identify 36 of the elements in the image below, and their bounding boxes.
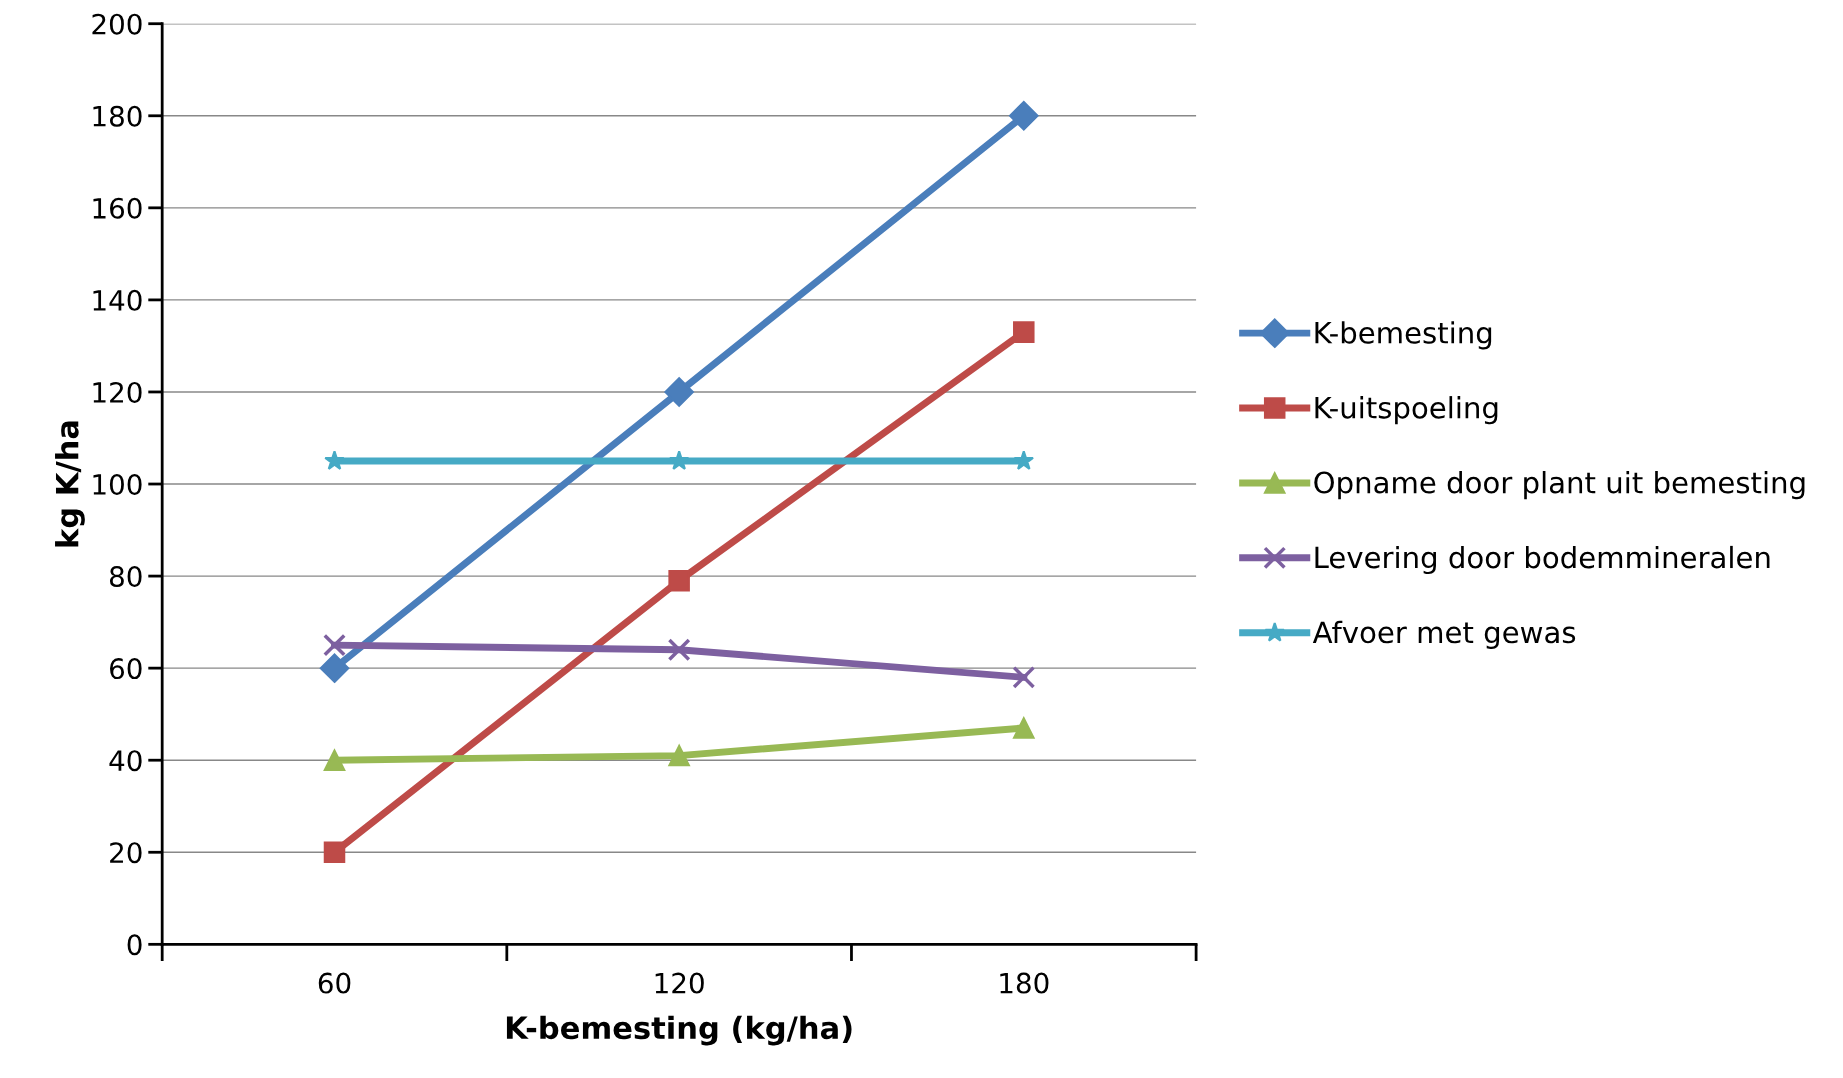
y-tick-label: 180 xyxy=(93,105,142,127)
y-tick-label: 60 xyxy=(110,658,142,680)
point xyxy=(668,450,690,470)
x-axis-title: K-bemesting (kg/ha) xyxy=(506,1015,852,1046)
point xyxy=(1013,717,1035,739)
y-tick-label: 100 xyxy=(93,473,142,495)
y-tick-label: 140 xyxy=(93,289,142,311)
point xyxy=(1009,100,1039,131)
x-tick-label: 60 xyxy=(318,972,351,994)
y-tick-label: 40 xyxy=(109,750,142,772)
point xyxy=(323,841,346,864)
point xyxy=(323,749,346,771)
point xyxy=(1013,450,1035,470)
point xyxy=(323,633,346,657)
point xyxy=(668,744,690,767)
y-tick-label: 20 xyxy=(110,842,142,864)
y-tick-label: 200 xyxy=(92,13,142,35)
point xyxy=(667,638,691,662)
legend-label: Opname door plant uit bemesting xyxy=(1314,470,1805,500)
point xyxy=(1013,321,1035,343)
legend-label: K-uitspoeling xyxy=(1315,396,1498,425)
y-tick-label: 80 xyxy=(109,566,142,588)
y-tick-label: 120 xyxy=(93,381,142,403)
point xyxy=(1012,665,1036,689)
x-tick-label: 180 xyxy=(1000,972,1049,994)
x-tick-label: 120 xyxy=(655,972,704,994)
y-tick-label: 0 xyxy=(127,934,142,956)
point xyxy=(664,377,694,407)
point xyxy=(319,653,350,683)
legend-label: K-bemesting xyxy=(1315,321,1492,350)
legend-label: Levering door bodemmineralen xyxy=(1315,545,1770,575)
y-axis-title: kg K/ha xyxy=(55,421,85,547)
legend-label: Afvoer met gewas xyxy=(1312,620,1576,649)
point xyxy=(324,450,345,470)
y-tick-label: 160 xyxy=(93,197,142,219)
point xyxy=(668,569,690,592)
